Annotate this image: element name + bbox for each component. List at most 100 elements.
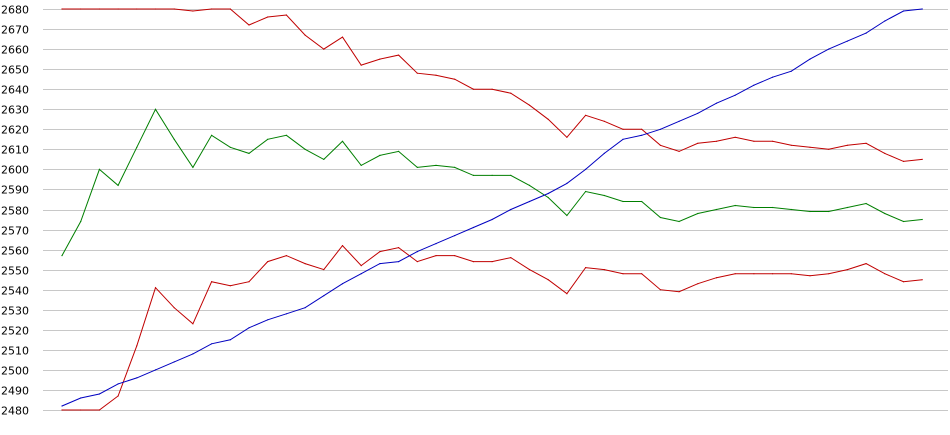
y-tick-label: 2520 <box>1 325 29 338</box>
data-point <box>267 319 269 321</box>
data-point <box>603 120 605 122</box>
data-point <box>809 275 811 277</box>
data-point <box>136 345 138 347</box>
data-point <box>304 307 306 309</box>
data-point <box>828 210 830 213</box>
data-point <box>884 152 886 154</box>
data-point <box>472 261 474 263</box>
data-point <box>61 255 63 257</box>
y-tick-label: 2680 <box>1 4 29 17</box>
data-point <box>491 88 493 90</box>
data-point <box>154 108 157 110</box>
data-point <box>753 84 755 86</box>
data-point <box>192 10 194 12</box>
data-point <box>435 164 437 166</box>
data-point <box>790 208 792 211</box>
data-point <box>192 166 194 168</box>
series-line <box>61 8 923 407</box>
data-point <box>416 72 418 74</box>
data-point <box>435 243 437 245</box>
data-point <box>98 168 100 170</box>
data-point <box>61 405 63 407</box>
y-tick-label: 2480 <box>1 405 29 418</box>
y-tick-label: 2660 <box>1 44 29 57</box>
data-point <box>285 134 287 136</box>
data-point <box>715 140 718 142</box>
data-point <box>846 40 849 42</box>
data-point <box>211 8 213 10</box>
data-point <box>416 166 418 168</box>
y-tick-label: 2650 <box>1 64 29 77</box>
data-point <box>828 148 830 150</box>
data-point <box>790 273 792 275</box>
data-point <box>117 8 119 10</box>
data-point <box>398 261 400 263</box>
data-point <box>510 174 512 176</box>
data-point <box>248 327 250 329</box>
data-point <box>585 267 587 269</box>
y-tick-label: 2530 <box>1 305 29 318</box>
data-point <box>379 154 381 156</box>
data-point <box>715 102 718 104</box>
data-point <box>341 36 344 38</box>
data-point <box>902 10 905 12</box>
data-point <box>790 144 792 146</box>
data-point <box>828 273 830 275</box>
data-point <box>117 395 119 397</box>
y-tick-label: 2540 <box>1 285 29 298</box>
data-point <box>491 261 493 263</box>
y-tick-label: 2560 <box>1 245 29 258</box>
data-point <box>472 88 474 90</box>
data-point <box>510 92 512 94</box>
y-tick-label: 2510 <box>1 345 29 358</box>
data-point <box>528 200 531 203</box>
data-point <box>323 269 325 271</box>
data-point <box>454 78 456 80</box>
data-point <box>80 409 82 411</box>
data-point <box>659 216 662 219</box>
series-lines <box>61 8 923 411</box>
data-point <box>884 212 886 215</box>
data-point <box>921 8 923 10</box>
data-point <box>528 104 531 106</box>
data-point <box>734 273 736 275</box>
data-point <box>472 226 474 229</box>
data-point <box>622 273 624 275</box>
data-point <box>921 218 923 221</box>
data-point <box>267 16 269 18</box>
data-point <box>379 58 381 60</box>
data-point <box>248 24 250 26</box>
data-point <box>809 210 811 213</box>
data-point <box>566 293 568 295</box>
data-point <box>136 8 138 10</box>
data-point <box>678 291 680 293</box>
data-point <box>229 339 231 341</box>
data-point <box>902 220 905 223</box>
data-point <box>772 76 774 78</box>
data-point <box>154 8 157 10</box>
data-point <box>790 70 792 72</box>
series-3 <box>61 8 923 407</box>
data-point <box>641 200 643 203</box>
data-point <box>360 164 362 166</box>
data-point <box>341 245 344 247</box>
data-point <box>454 235 456 237</box>
data-point <box>285 14 287 16</box>
data-point <box>510 208 512 211</box>
data-point <box>697 112 699 114</box>
data-point <box>809 58 811 60</box>
data-point <box>547 192 549 195</box>
data-point <box>566 182 568 184</box>
data-point <box>304 148 306 150</box>
series-1 <box>61 108 923 257</box>
data-point <box>211 134 213 136</box>
data-point <box>491 174 493 176</box>
data-point <box>173 361 175 363</box>
data-point <box>398 54 400 56</box>
data-point <box>921 279 923 281</box>
data-point <box>734 204 736 207</box>
data-point <box>566 136 568 138</box>
data-point <box>304 34 306 36</box>
data-point <box>491 218 493 221</box>
